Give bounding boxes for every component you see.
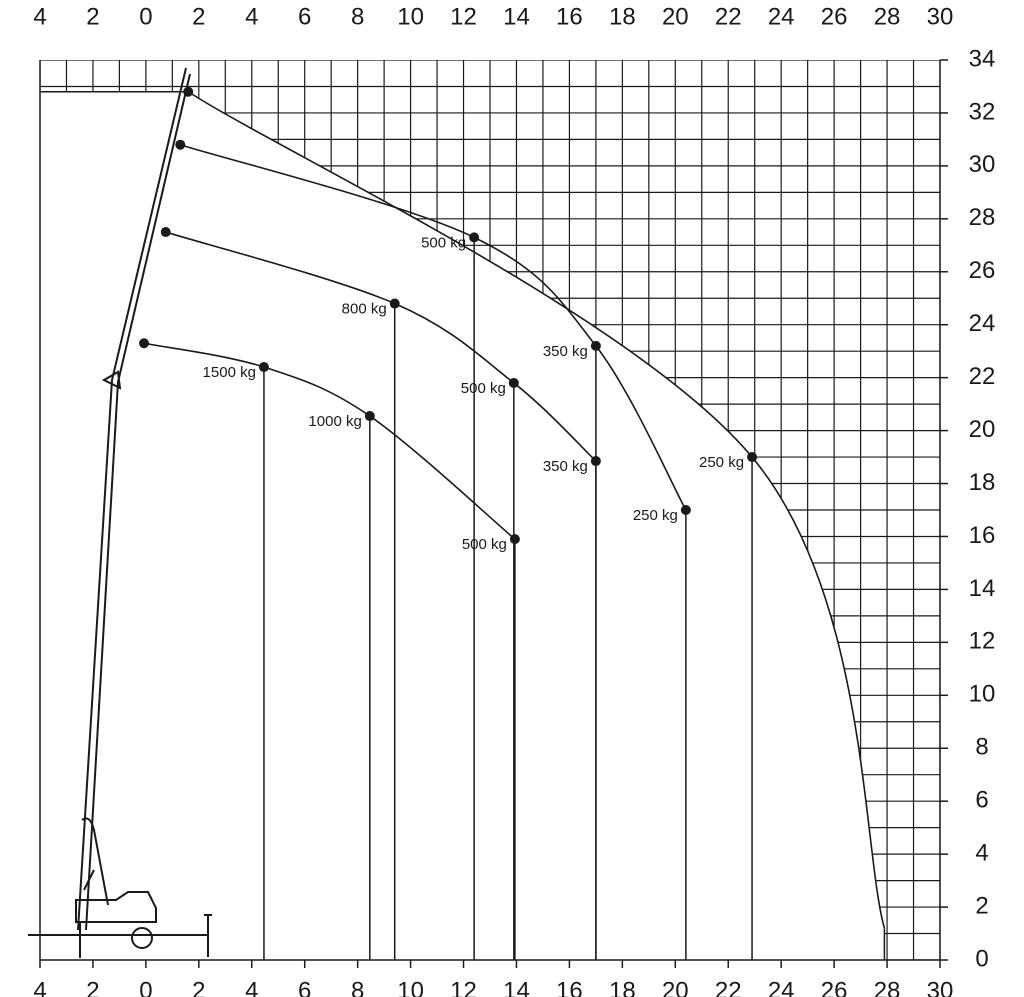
- x-tick-label-top: 12: [450, 3, 477, 30]
- load-label: 500 kg: [462, 536, 507, 553]
- y-tick-label: 8: [975, 734, 988, 761]
- x-tick-label-top: 10: [397, 3, 424, 30]
- crane-vehicle: [28, 891, 212, 958]
- load-point: [139, 338, 150, 349]
- x-tick-label-bottom: 8: [351, 977, 364, 997]
- y-tick-label: 26: [969, 257, 996, 284]
- x-tick-label-bottom: 26: [821, 977, 848, 997]
- x-tick-label-top: 18: [609, 3, 636, 30]
- x-tick-label-top: 20: [662, 3, 689, 30]
- y-tick-label: 10: [969, 681, 996, 708]
- load-point: [258, 362, 269, 373]
- crane: [28, 67, 212, 958]
- x-tick-label-bottom: 0: [139, 977, 152, 997]
- x-tick-label-top: 4: [33, 3, 46, 30]
- x-tick-label-bottom: 16: [556, 977, 583, 997]
- x-tick-label-top: 0: [139, 3, 152, 30]
- plot: 250 kg 500 kg 350 kg 250 kg 800 kg 500 kg 350 …: [39, 60, 941, 961]
- load-label: 800 kg: [342, 300, 387, 317]
- load-curve: [187, 91, 886, 929]
- grid: [40, 60, 940, 960]
- load-point: [175, 139, 186, 150]
- x-tick-label-bottom: 20: [662, 977, 689, 997]
- x-tick-label-bottom: 14: [503, 977, 530, 997]
- load-curve: [143, 342, 516, 540]
- y-tick-label: 34: [969, 45, 996, 72]
- load-point: [680, 505, 691, 515]
- x-tick-label-top: 8: [351, 3, 364, 30]
- crane-boom: [77, 67, 191, 931]
- y-tick-label: 24: [969, 310, 996, 337]
- y-tick-label: 22: [969, 363, 996, 390]
- load-point: [747, 452, 758, 463]
- load-point: [508, 377, 519, 388]
- x-tick-label-top: 22: [715, 3, 742, 30]
- y-tick-label: 6: [975, 787, 988, 814]
- y-tick-label: 2: [975, 892, 988, 919]
- load-point: [590, 456, 601, 467]
- x-tick-label-top: 2: [86, 3, 99, 30]
- load-label: 350 kg: [543, 458, 588, 475]
- x-tick-label-top: 26: [821, 3, 848, 30]
- y-tick-label: 28: [969, 204, 996, 231]
- x-tick-label-top: 16: [556, 3, 583, 30]
- load-point: [509, 534, 520, 545]
- x-tick-label-bottom: 22: [715, 977, 742, 997]
- x-tick-label-bottom: 24: [768, 977, 795, 997]
- load-point: [469, 232, 480, 243]
- crane-cylinder: [81, 817, 109, 906]
- x-tick-label-top: 14: [503, 3, 530, 30]
- x-tick-label-top: 30: [927, 3, 954, 30]
- load-label: 250 kg: [633, 507, 678, 524]
- y-tick-label: 4: [975, 839, 988, 866]
- y-tick-label: 14: [969, 575, 996, 602]
- y-tick-label: 16: [969, 522, 996, 549]
- y-tick-label: 12: [969, 628, 996, 655]
- x-tick-label-bottom: 18: [609, 977, 636, 997]
- x-tick-label-top: 6: [298, 3, 311, 30]
- y-tick-label: 32: [969, 98, 996, 125]
- y-tick-label: 0: [975, 945, 988, 972]
- x-tick-label-bottom: 4: [245, 977, 258, 997]
- crane-wheel: [131, 927, 153, 949]
- x-tick-label-bottom: 10: [397, 977, 424, 997]
- load-label: 500 kg: [421, 234, 466, 251]
- load-point: [364, 411, 375, 422]
- y-tick-label: 30: [969, 151, 996, 178]
- load-curve: [180, 143, 687, 511]
- load-point: [160, 227, 171, 238]
- load-label: 250 kg: [699, 454, 744, 471]
- x-tick-label-bottom: 6: [298, 977, 311, 997]
- x-tick-label-top: 4: [245, 3, 258, 30]
- y-tick-label: 20: [969, 416, 996, 443]
- x-tick-label-bottom: 12: [450, 977, 477, 997]
- x-tick-label-bottom: 4: [33, 977, 46, 997]
- x-tick-label-bottom: 30: [927, 977, 954, 997]
- x-tick-label-bottom: 2: [192, 977, 205, 997]
- x-tick-label-top: 24: [768, 3, 795, 30]
- x-tick-label-top: 28: [874, 3, 901, 30]
- load-curve: [165, 231, 597, 462]
- load-label: 500 kg: [461, 380, 506, 397]
- x-tick-label-top: 2: [192, 3, 205, 30]
- x-tick-label-bottom: 28: [874, 977, 901, 997]
- load-label: 1500 kg: [203, 364, 256, 381]
- x-tick-label-bottom: 2: [86, 977, 99, 997]
- y-tick-label: 18: [969, 469, 996, 496]
- load-label: 350 kg: [543, 343, 588, 360]
- load-label: 1000 kg: [308, 413, 361, 430]
- load-point: [590, 340, 601, 351]
- load-point: [389, 298, 400, 309]
